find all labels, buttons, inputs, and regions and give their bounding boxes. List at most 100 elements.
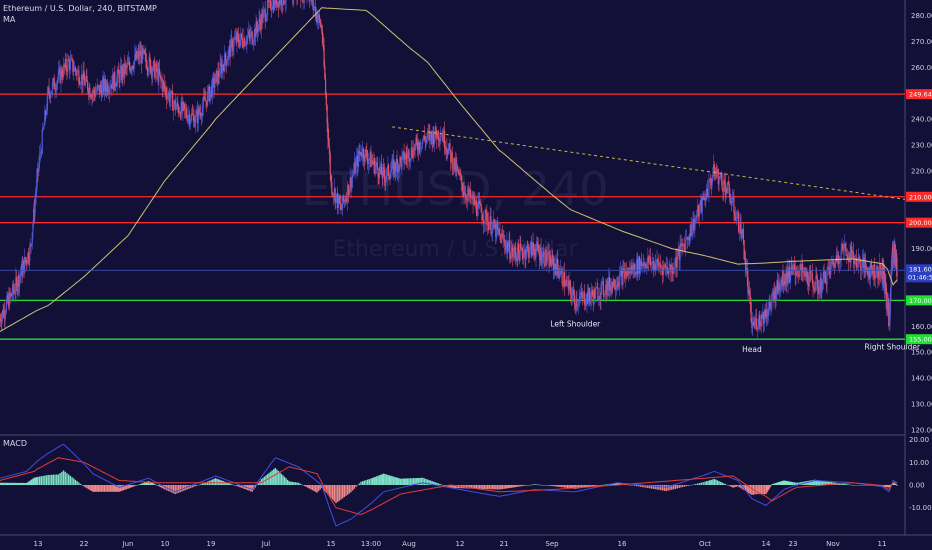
level-badge [906, 89, 932, 100]
candle-body [473, 197, 475, 204]
candle-body [479, 204, 481, 205]
candle-body [459, 172, 461, 176]
candle-body [757, 326, 759, 329]
macd-histogram-bar [158, 485, 161, 487]
macd-histogram-bar [317, 485, 320, 492]
candle-body [713, 164, 715, 175]
candle-body [861, 259, 863, 268]
candle-body [157, 69, 159, 83]
candle-body [335, 195, 337, 204]
macd-histogram-bar [437, 483, 440, 485]
candle-body [440, 136, 443, 137]
candle-body [67, 59, 69, 72]
time-axis[interactable]: 13 22 Jun 10 19 Jul 15 13:00 Aug 12 21 Sep 16 Oct 14 23… [34, 540, 887, 548]
macd-histogram-bar [712, 479, 714, 485]
candle-body [406, 156, 408, 159]
candle-body [43, 125, 45, 129]
candle-body [86, 75, 88, 82]
candle-body [400, 158, 402, 167]
candle-body [593, 289, 595, 304]
macd-tick-label: 10.00 [909, 459, 929, 467]
macd-histogram-bar [783, 480, 785, 485]
candle-body [497, 228, 499, 230]
macd-label[interactable]: MACD [3, 439, 27, 448]
macd-histogram-bar [340, 485, 342, 500]
candle-body [542, 251, 544, 255]
macd-histogram-bar [483, 485, 486, 490]
macd-histogram-bar [160, 485, 162, 488]
macd-histogram-bar [299, 483, 301, 485]
candle-body [309, 0, 311, 1]
candle-body [242, 44, 244, 48]
macd-histogram-bar [641, 485, 643, 488]
candle-body [460, 175, 462, 177]
candle-body [843, 243, 846, 249]
macd-histogram-bar [84, 485, 87, 488]
macd-histogram-bar [338, 485, 341, 501]
macd-histogram-bar [473, 485, 476, 489]
candle-body [54, 89, 56, 90]
candle-body [122, 67, 124, 77]
macd-histogram-bar [401, 478, 403, 485]
candle-body [605, 284, 607, 295]
macd-histogram-bar [498, 485, 500, 490]
descending-trendline[interactable] [392, 126, 906, 200]
macd-histogram-bar [557, 485, 559, 487]
candle-body [854, 260, 856, 265]
candle-body [280, 0, 283, 6]
candle-body [389, 177, 391, 179]
indicator-label[interactable]: MA [3, 15, 16, 24]
candle-body [564, 285, 566, 287]
candle-body [742, 228, 744, 241]
candle-body [314, 6, 317, 18]
candle-body [485, 209, 487, 214]
candle-body [390, 168, 393, 173]
macd-histogram-bar [74, 479, 77, 485]
candle-body [531, 242, 533, 256]
candle-body [764, 309, 766, 317]
candle-body [201, 115, 203, 117]
candle-body [341, 208, 343, 210]
macd-histogram-bar [645, 485, 647, 488]
candle-body [83, 70, 85, 80]
candle-body [351, 177, 353, 189]
candle-body [409, 160, 411, 162]
macd-histogram-bar [433, 481, 435, 485]
candle-body [512, 253, 515, 257]
candle-body [90, 96, 92, 99]
candle-body [380, 163, 382, 171]
candle-body [641, 264, 643, 267]
candle-body [216, 70, 218, 85]
candle-body [596, 287, 598, 289]
candle-body [565, 280, 567, 286]
candle-body [244, 43, 246, 46]
macd-histogram-bar [282, 475, 284, 485]
candle-body [789, 275, 792, 282]
candle-body [549, 255, 551, 268]
macd-histogram-bar [488, 485, 491, 490]
symbol-title[interactable]: Ethereum / U.S. Dollar, 240, BITSTAMP [3, 4, 157, 13]
candle-body [411, 147, 413, 156]
price-tick-label: 240.00 [911, 116, 932, 124]
candle-body [120, 66, 122, 71]
macd-histogram-bar [847, 484, 849, 485]
candle-body [200, 112, 202, 116]
macd-histogram-bar [353, 485, 356, 489]
macd-histogram-bar [294, 482, 297, 485]
candle-body [847, 259, 850, 262]
candle-body [771, 294, 773, 301]
macd-tick-label: 0.00 [909, 482, 925, 490]
candle-body [189, 114, 191, 125]
candle-body [105, 87, 107, 92]
candle-body [410, 147, 412, 159]
price-tick-label: 280.00 [911, 12, 932, 20]
candle-body [283, 0, 285, 3]
candle-body [523, 253, 525, 258]
candle-body [159, 74, 161, 76]
candle-body [281, 5, 283, 6]
macd-histogram-bar [428, 480, 430, 485]
candle-body [595, 287, 597, 289]
macd-histogram-bar [821, 480, 824, 485]
macd-histogram-bar [685, 485, 688, 487]
